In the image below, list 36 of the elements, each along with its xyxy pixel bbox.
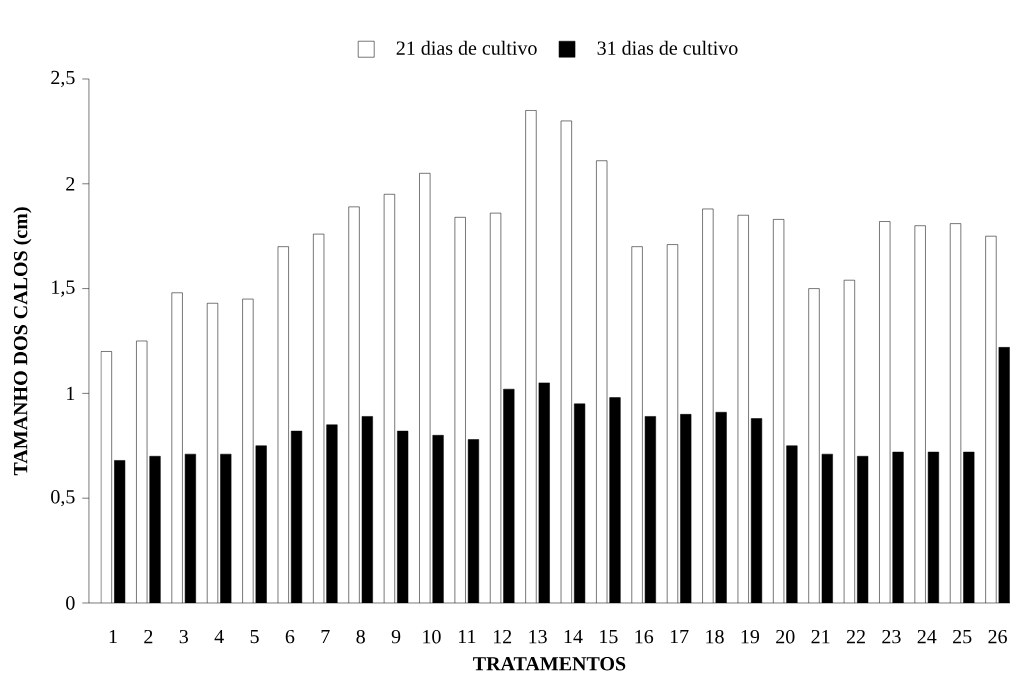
x-tick-label: 26 (988, 629, 1007, 644)
x-tick-label: 1 (109, 629, 117, 644)
x-tick-label: 24 (917, 629, 937, 644)
x-tick-label: 7 (321, 629, 330, 644)
x-tick-label: 21 (811, 629, 830, 644)
x-tick-label: 8 (356, 629, 365, 644)
x-tick-label: 5 (250, 629, 259, 644)
y-tick-label: 1,5 (52, 280, 75, 297)
x-tick-label: 9 (391, 629, 401, 644)
y-axis-title: TAMANHO DOS CALOS (cm) (13, 207, 32, 476)
legend-label: 31 dias de cultivo (597, 40, 738, 55)
y-tick-label: 0,5 (51, 490, 75, 507)
x-tick-label: 3 (179, 629, 188, 644)
x-tick-label: 18 (706, 629, 724, 644)
x-tick-label: 2 (144, 629, 153, 644)
y-tick-label: 0 (66, 596, 75, 610)
x-tick-label: 4 (214, 629, 224, 644)
x-tick-label: 13 (529, 629, 547, 644)
x-tick-label: 17 (670, 629, 689, 644)
x-axis-title: TRATAMENTOS (473, 657, 626, 671)
y-tick-label: 1 (67, 386, 75, 400)
x-tick-label: 16 (635, 629, 654, 644)
x-tick-label: 11 (458, 629, 476, 644)
x-tick-label: 6 (285, 629, 295, 644)
y-tick-label: 2,5 (51, 70, 75, 88)
x-tick-label: 14 (564, 629, 583, 644)
x-tick-label: 23 (882, 629, 901, 644)
x-tick-label: 22 (846, 629, 865, 644)
x-tick-label: 20 (776, 629, 795, 644)
x-tick-label: 25 (953, 629, 972, 644)
x-tick-label: 12 (493, 629, 512, 644)
x-tick-label: 15 (600, 629, 618, 644)
x-tick-label: 10 (423, 629, 441, 644)
legend-label: 21 dias de cultivo (396, 40, 537, 55)
y-tick-label: 2 (66, 177, 75, 191)
x-tick-label: 19 (741, 629, 760, 644)
